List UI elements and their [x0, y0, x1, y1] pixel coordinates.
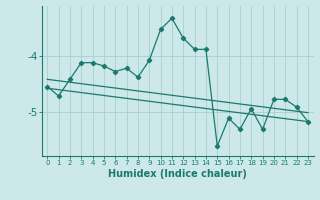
- X-axis label: Humidex (Indice chaleur): Humidex (Indice chaleur): [108, 169, 247, 179]
